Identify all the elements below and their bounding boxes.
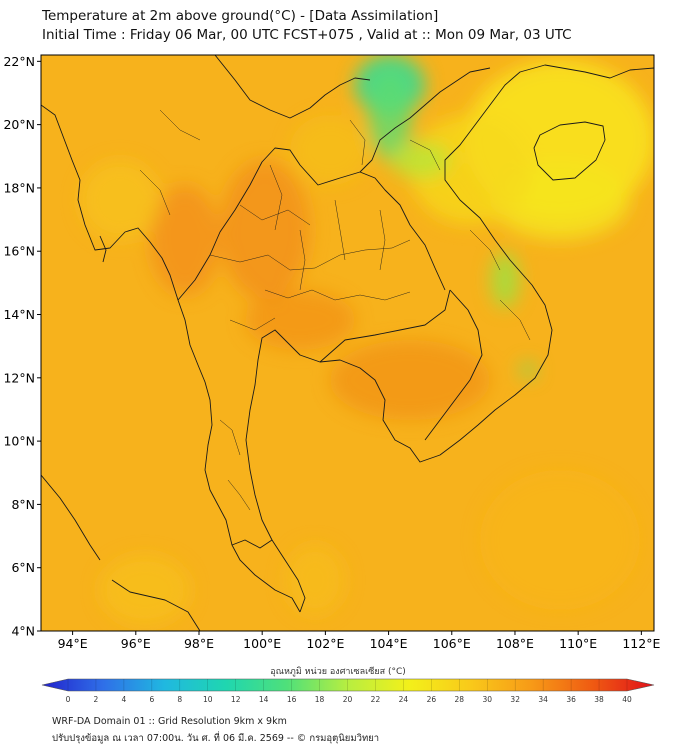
map-frame bbox=[40, 54, 655, 632]
colorbar-tick-label: 32 bbox=[510, 695, 520, 704]
lat-tick-label: 8°N bbox=[11, 497, 35, 512]
lon-tick-label: 102°E bbox=[306, 636, 344, 651]
coastlines-and-borders bbox=[41, 55, 654, 631]
lat-tick-label: 18°N bbox=[3, 180, 35, 195]
colorbar-tick-label: 10 bbox=[203, 695, 213, 704]
map-title: Temperature at 2m above ground(°C) - [Da… bbox=[42, 8, 439, 24]
colorbar-ticks: 0 2 4 6 8 10 12 14 16 18 20 22 24 26 28 30 32 34 36 38 40 bbox=[66, 679, 632, 704]
footer-update-info: ปรับปรุงข้อมูล ณ เวลา 07:00น. วัน ศ. ที่… bbox=[52, 733, 380, 744]
colorbar-tick-label: 0 bbox=[66, 695, 71, 704]
colorbar: 0 2 4 6 8 10 12 14 16 18 20 22 24 26 28 30 32 34 36 38 40 bbox=[41, 678, 655, 704]
colorbar-tick-label: 24 bbox=[399, 695, 409, 704]
coastline-gulf-of-thailand bbox=[245, 64, 654, 613]
colorbar-tick-label: 16 bbox=[287, 695, 297, 704]
colorbar-tick-label: 40 bbox=[622, 695, 632, 704]
longitude-axis: 94°E 96°E 98°E 100°E 102°E 104°E 106°E 108°E 110… bbox=[58, 631, 660, 651]
colorbar-tick-label: 4 bbox=[122, 695, 127, 704]
lat-tick-label: 22°N bbox=[3, 54, 35, 69]
lon-tick-label: 110°E bbox=[559, 636, 597, 651]
lat-tick-label: 4°N bbox=[11, 624, 35, 639]
colorbar-title: อุณหภูมิ หน่วย องศาเซลเซียส (°C) bbox=[270, 667, 406, 677]
colorbar-tick-label: 28 bbox=[455, 695, 465, 704]
lat-tick-label: 12°N bbox=[3, 370, 35, 385]
lat-tick-label: 10°N bbox=[3, 434, 35, 449]
lon-tick-label: 100°E bbox=[243, 636, 281, 651]
border-laos-vietnam bbox=[359, 67, 491, 173]
colorbar-tick-label: 18 bbox=[315, 695, 325, 704]
lat-tick-label: 6°N bbox=[11, 560, 35, 575]
coastline-borneo bbox=[111, 579, 201, 631]
colorbar-tick-label: 6 bbox=[149, 695, 154, 704]
footer-model-info: WRF-DA Domain 01 :: Grid Resolution 9km … bbox=[52, 716, 287, 727]
colorbar-tick-label: 20 bbox=[343, 695, 353, 704]
colorbar-tick-label: 2 bbox=[94, 695, 99, 704]
lat-tick-label: 16°N bbox=[3, 244, 35, 259]
provincial-lines bbox=[139, 109, 531, 511]
lat-tick-label: 20°N bbox=[3, 117, 35, 132]
colorbar-tick-label: 8 bbox=[177, 695, 182, 704]
lon-tick-label: 104°E bbox=[370, 636, 408, 651]
colorbar-gradient bbox=[41, 678, 655, 692]
border-vietnam-cambodia bbox=[424, 289, 483, 441]
lon-tick-label: 96°E bbox=[121, 636, 151, 651]
lon-tick-label: 94°E bbox=[58, 636, 88, 651]
lat-tick-label: 14°N bbox=[3, 307, 35, 322]
colorbar-tick-label: 38 bbox=[594, 695, 604, 704]
lon-tick-label: 112°E bbox=[622, 636, 660, 651]
lon-tick-label: 108°E bbox=[496, 636, 534, 651]
colorbar-tick-label: 12 bbox=[231, 695, 241, 704]
coastline-andaman bbox=[99, 235, 107, 263]
colorbar-tick-label: 14 bbox=[259, 695, 269, 704]
colorbar-tick-label: 30 bbox=[482, 695, 492, 704]
border-thailand-cambodia bbox=[319, 289, 451, 363]
lon-tick-label: 98°E bbox=[184, 636, 214, 651]
latitude-axis: 4°N 6°N 8°N 10°N 12°N 14°N 16°N 18°N 20°N 22°N bbox=[3, 54, 41, 639]
map-subtitle: Initial Time : Friday 06 Mar, 00 UTC FCS… bbox=[42, 27, 572, 43]
temperature-field bbox=[41, 55, 654, 631]
coastline-hainan bbox=[533, 121, 606, 181]
border-china-north bbox=[214, 55, 371, 119]
colorbar-tick-label: 26 bbox=[427, 695, 437, 704]
colorbar-tick-label: 34 bbox=[538, 695, 548, 704]
coastline-sumatra bbox=[41, 474, 101, 561]
colorbar-tick-label: 36 bbox=[566, 695, 576, 704]
lon-tick-label: 106°E bbox=[433, 636, 471, 651]
border-thailand-myanmar bbox=[177, 147, 446, 301]
border-malaysia bbox=[231, 539, 273, 549]
colorbar-tick-label: 22 bbox=[371, 695, 381, 704]
